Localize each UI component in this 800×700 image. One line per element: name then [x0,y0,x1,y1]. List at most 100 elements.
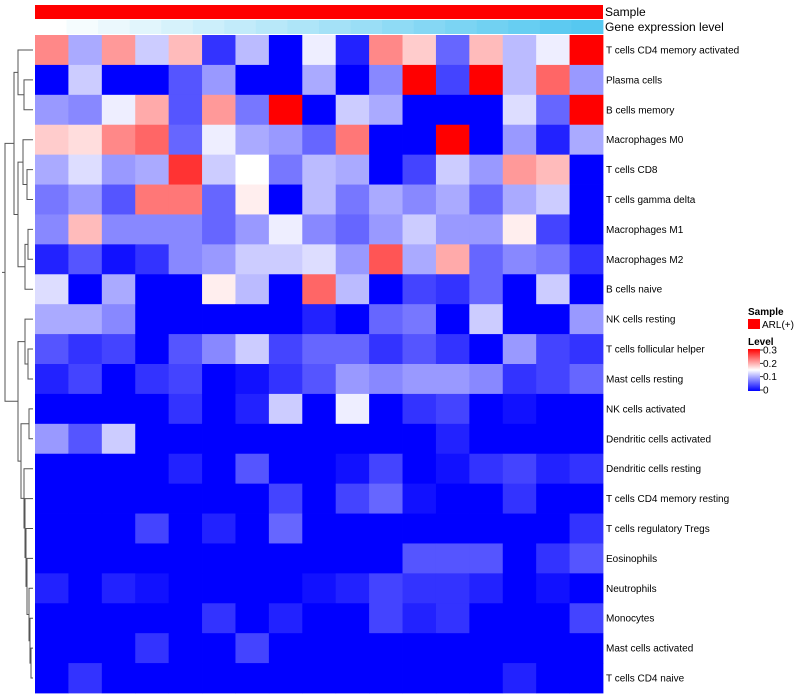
row-label: Plasma cells [606,75,662,86]
row-label: Neutrophils [606,584,657,595]
heatmap-cell [168,543,203,574]
heatmap-cell [202,244,236,275]
heatmap-cell [569,603,604,634]
heatmap-cell [68,483,103,514]
heatmap-cell [268,453,303,485]
dendrogram-branch [13,71,18,215]
heatmap-cell [435,453,470,485]
heatmap-cell [302,423,337,455]
heatmap-cell [502,393,537,425]
heatmap-cell [202,364,236,395]
heatmap-cell [101,184,136,215]
heatmap-cell [268,214,303,245]
heatmap-cell [435,663,470,694]
heatmap-cell [502,633,537,664]
legend: Sample ARL(+) Level 0.3 0.2 0.1 0 [748,307,794,397]
heatmap-cell [35,513,69,544]
heatmap-cell [469,423,504,455]
heatmap-cell [135,663,170,694]
heatmap-cell [435,124,470,156]
heatmap-cell [202,483,236,514]
heatmap-cell [569,304,604,335]
heatmap-cell [168,423,203,455]
heatmap-cell [536,304,570,335]
gene-expression-annotation-cell [287,20,320,34]
heatmap-cell [502,274,537,305]
heatmap-cell [502,603,537,634]
heatmap-cell [168,154,203,185]
heatmap-cell [335,214,370,245]
heatmap-cell [68,364,103,395]
heatmap-cell [536,244,570,275]
heatmap-cell [335,35,370,66]
heatmap-cell [435,64,470,96]
heatmap-cell [35,423,69,455]
heatmap-cell [502,64,537,96]
heatmap-cell [101,124,136,156]
heatmap-cell [469,633,504,664]
legend-tick-label: 0.1 [763,372,777,383]
heatmap-cell [369,603,403,634]
heatmap-cell [302,513,337,544]
heatmap-cell [335,94,370,126]
dendrogram-branch [30,647,33,679]
heatmap-cell [202,274,236,305]
heatmap-cell [35,603,69,634]
heatmap-cell [569,513,604,544]
heatmap-cell [168,274,203,305]
gene-expression-annotation-cell [476,20,509,34]
heatmap-cell [268,94,303,126]
heatmap-cell [268,513,303,544]
heatmap-cell [35,154,69,185]
heatmap-cell [536,513,570,544]
heatmap-cell [68,35,103,66]
heatmap-cell [135,573,170,604]
row-label: NK cells resting [606,315,675,326]
heatmap-cell [202,423,236,455]
dendrogram-branch [26,557,33,615]
heatmap-cell [502,334,537,365]
heatmap-cell [68,124,103,156]
dendrogram-branch [24,243,33,290]
heatmap-cell [435,154,470,185]
heatmap-cell [536,393,570,425]
heatmap-cell [435,573,470,604]
heatmap-cell [569,64,604,96]
gene-expression-annotation-cell [413,20,446,34]
heatmap-cell [502,453,537,485]
heatmap-cell [235,304,270,335]
heatmap-cell [68,453,103,485]
heatmap-cell [335,304,370,335]
heatmap-cell [268,633,303,664]
heatmap-cell [569,633,604,664]
heatmap-cell [68,274,103,305]
heatmap-cell [502,154,537,185]
heatmap-cell [35,543,69,574]
heatmap-cell [35,35,69,66]
heatmap-cell [101,453,136,485]
heatmap-cell [35,94,69,126]
heatmap-cell [101,364,136,395]
heatmap-cell [536,334,570,365]
heatmap-cell [435,633,470,664]
gene-expression-annotation-cell [382,20,415,34]
heatmap-cell [469,663,504,694]
row-label: B cells memory [606,105,674,116]
heatmap-cell [402,334,437,365]
heatmap-cell [68,393,103,425]
heatmap-cell [435,304,470,335]
heatmap-cell [469,364,504,395]
heatmap-cell [369,274,403,305]
heatmap-cell [569,154,604,185]
heatmap-cell [302,633,337,664]
heatmap-cell [302,94,337,126]
heatmap-cell [268,483,303,514]
heatmap-cell [202,154,236,185]
heatmap-cell [101,244,136,275]
dendrogram-branch [17,161,25,268]
heatmap-cell [101,663,136,694]
heatmap-cell [135,274,170,305]
heatmap-cell [435,334,470,365]
heatmap-cell [202,453,236,485]
dendrogram-branch [20,423,29,499]
